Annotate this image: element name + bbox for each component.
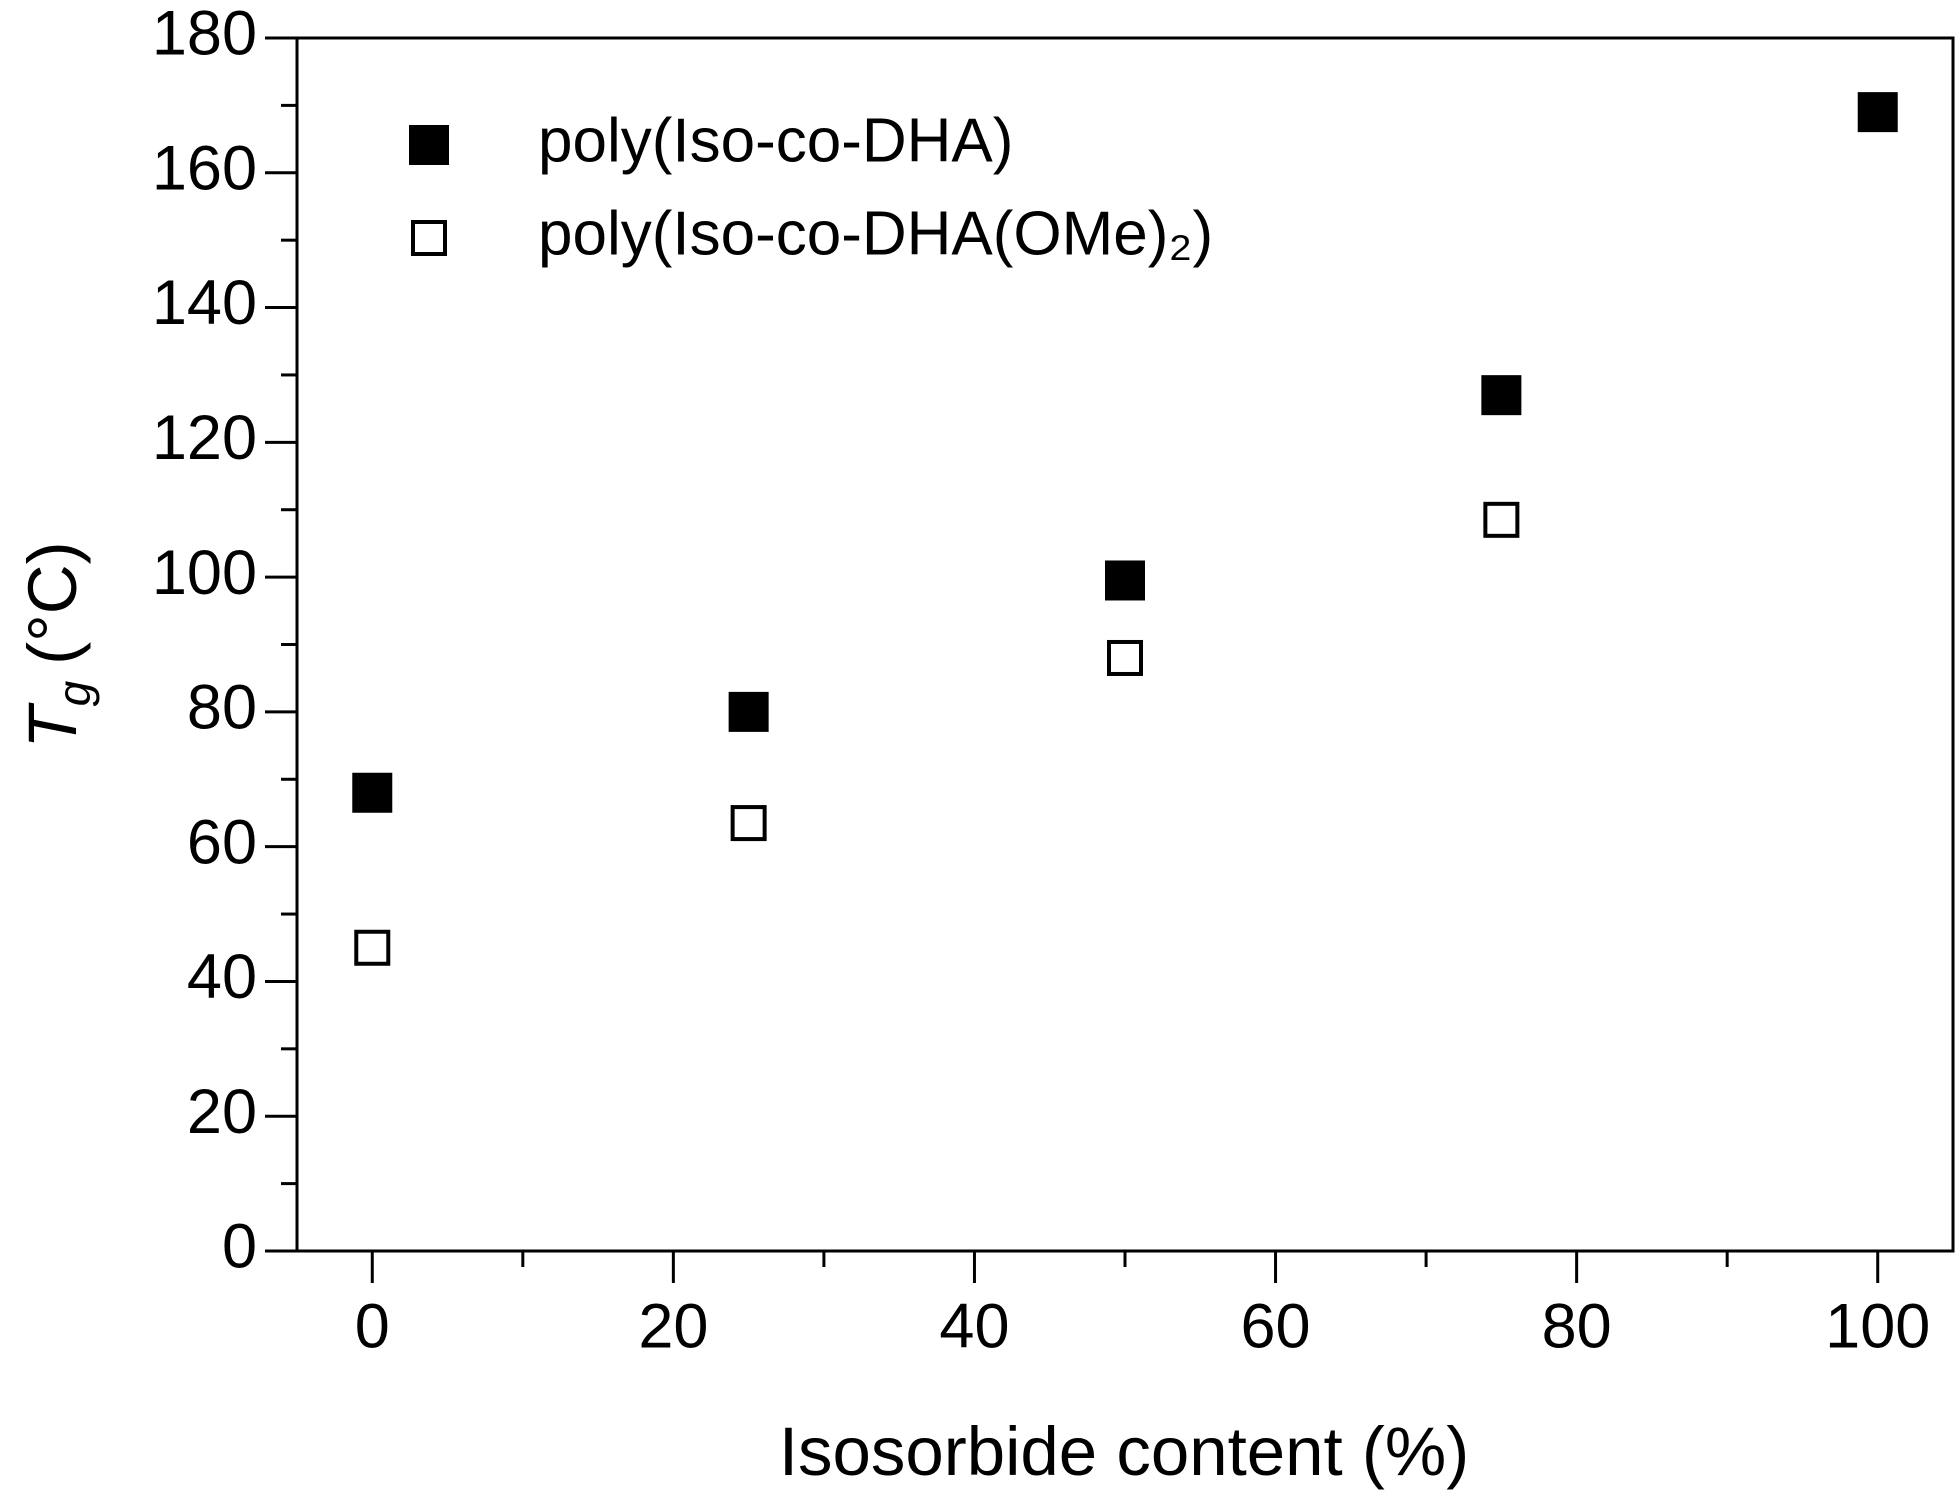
y-tick-label: 0 xyxy=(222,1212,257,1282)
y-label-unit: (°C) xyxy=(14,541,91,664)
y-tick-label: 40 xyxy=(187,942,257,1012)
point xyxy=(1483,501,1520,538)
point xyxy=(352,772,393,813)
y-label-symbol: T xyxy=(14,702,91,749)
legend-marker xyxy=(411,220,447,256)
point xyxy=(1105,560,1145,601)
point xyxy=(728,691,769,732)
y-tick-label: 60 xyxy=(187,807,257,877)
y-tick-label: 180 xyxy=(152,0,257,69)
y-tick-label: 140 xyxy=(152,268,257,338)
x-tick-label: 0 xyxy=(355,1292,390,1362)
y-tick-label: 160 xyxy=(152,133,257,203)
x-tick-label: 60 xyxy=(1241,1292,1311,1362)
x-axis-label: Isosorbide content (%) xyxy=(779,1413,1469,1490)
point xyxy=(1107,639,1143,676)
legend-label: poly(Iso-co-DHA(OMe)₂) xyxy=(538,199,1213,268)
point xyxy=(730,805,767,842)
x-tick-label: 100 xyxy=(1825,1292,1930,1362)
y-label-subscript: g xyxy=(48,680,100,706)
x-tick-label: 80 xyxy=(1542,1292,1612,1362)
y-tick-label: 100 xyxy=(152,538,257,608)
legend-label: poly(Iso-co-DHA) xyxy=(538,106,1013,175)
point xyxy=(354,929,391,966)
x-tick-label: 40 xyxy=(939,1292,1009,1362)
y-tick-label: 80 xyxy=(187,673,257,743)
x-tick-label: 20 xyxy=(638,1292,708,1362)
y-tick-label: 120 xyxy=(152,403,257,473)
point xyxy=(1481,375,1522,416)
y-axis-label: Tg (°C) xyxy=(14,541,100,748)
legend-marker xyxy=(409,125,449,165)
plot-frame xyxy=(295,36,1955,1253)
point xyxy=(1857,92,1898,133)
y-tick-label: 20 xyxy=(187,1077,257,1147)
